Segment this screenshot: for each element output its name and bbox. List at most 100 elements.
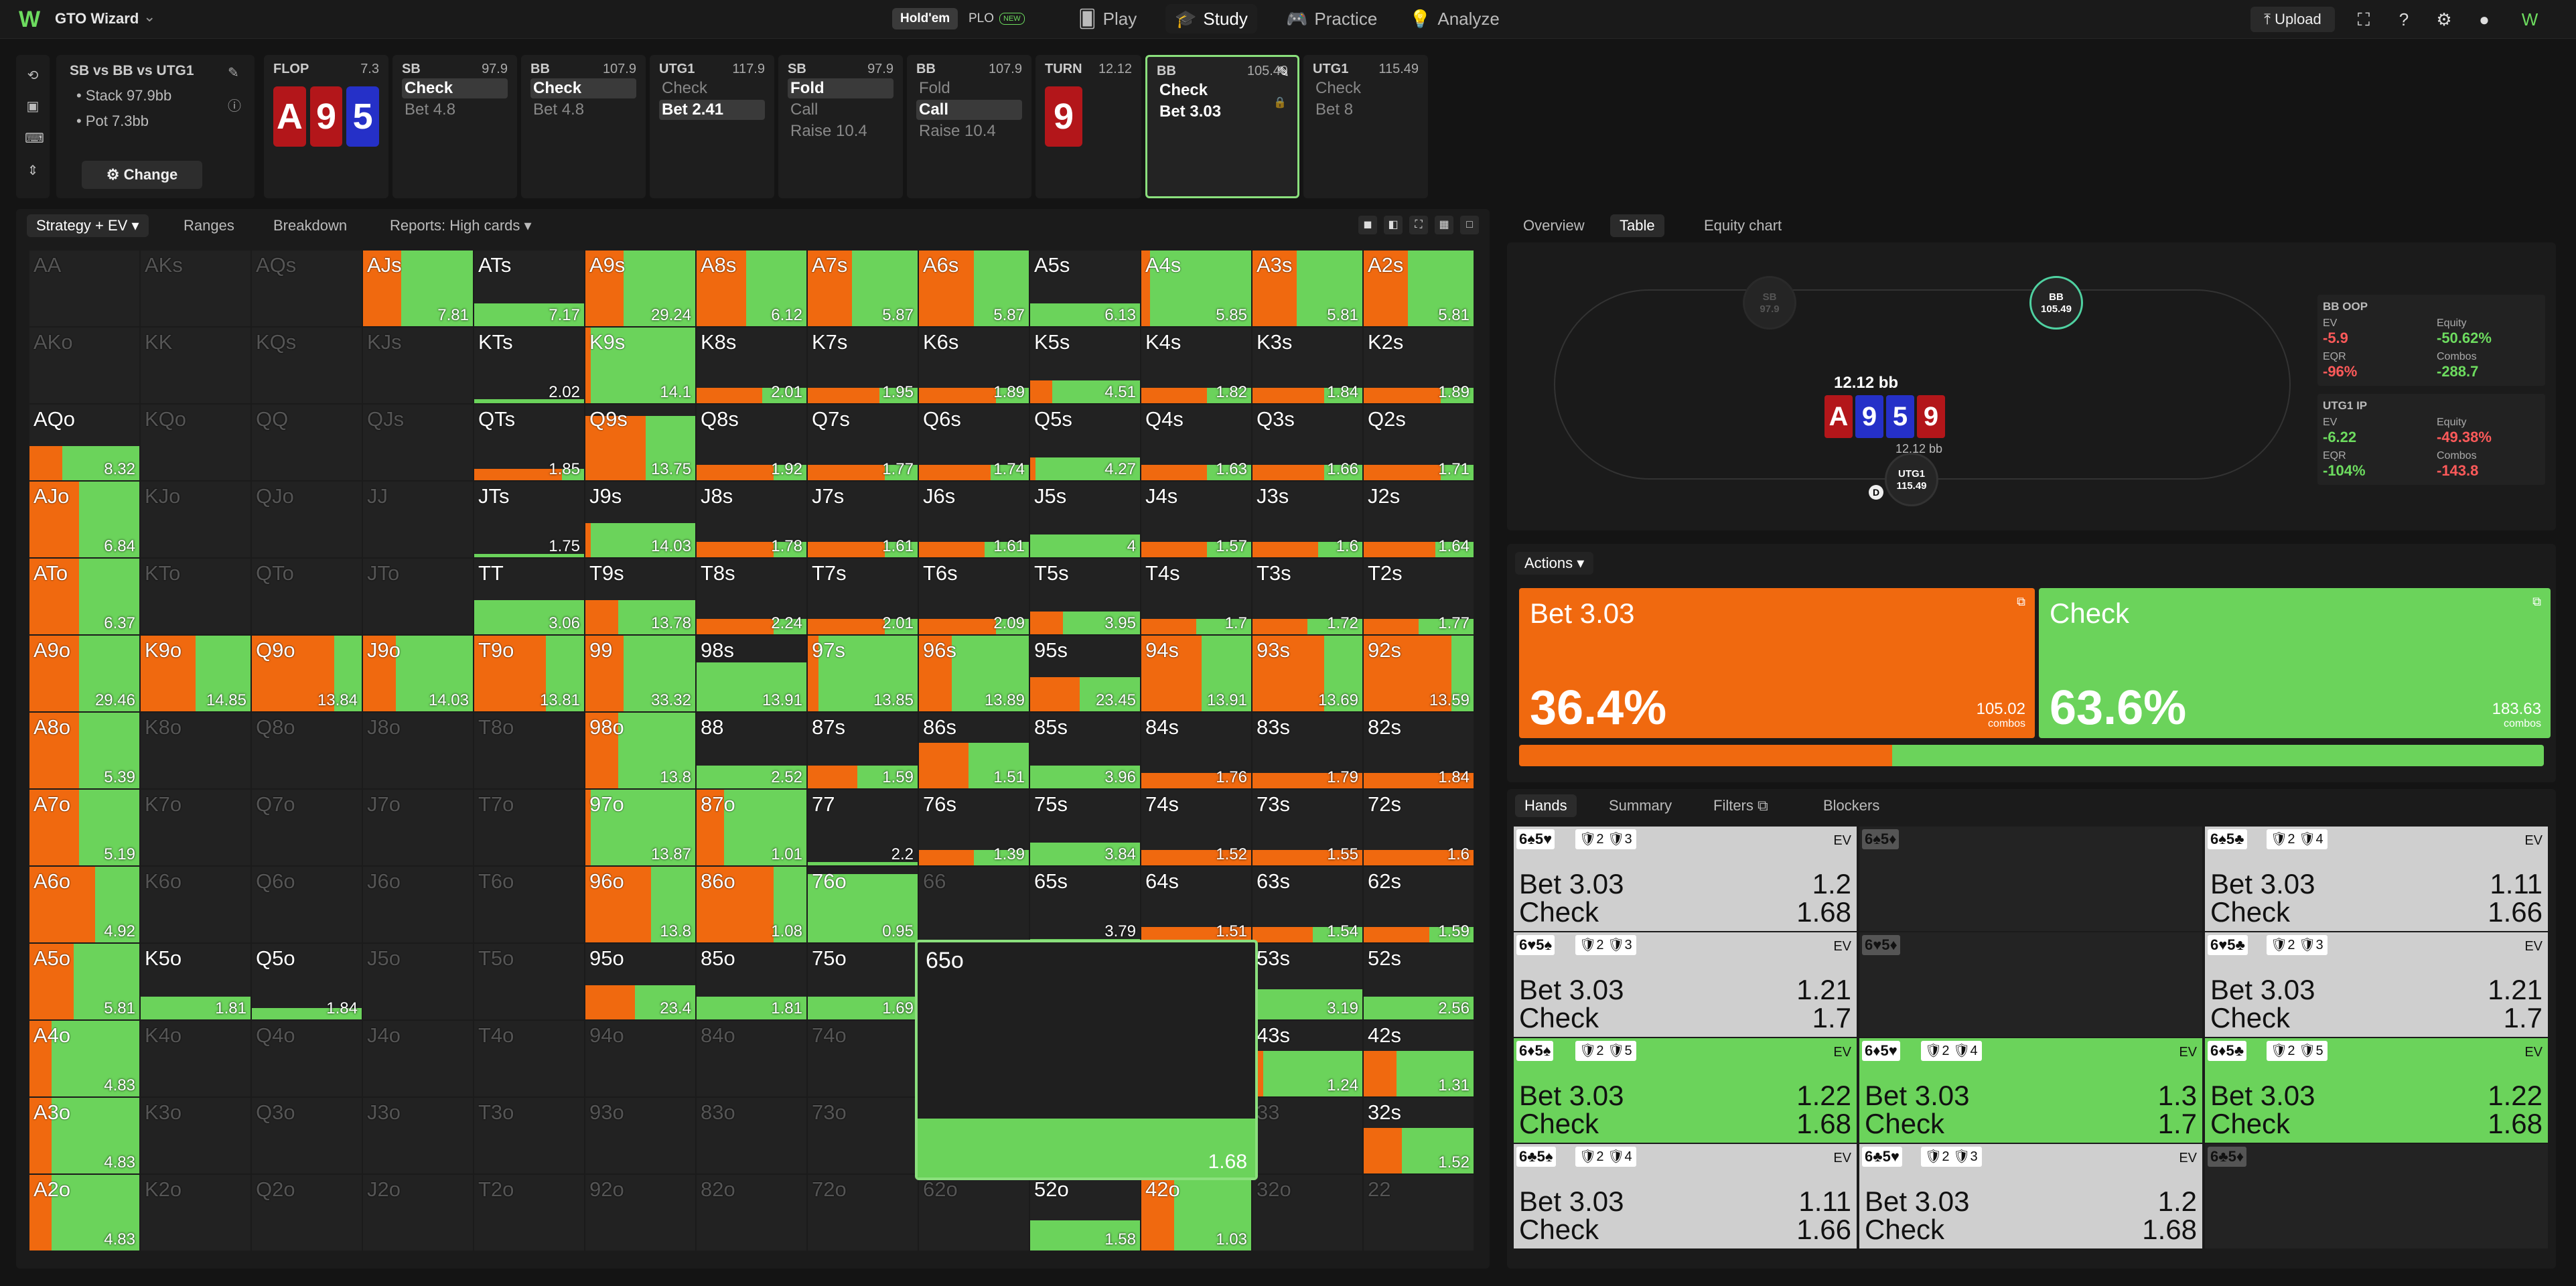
node-action[interactable]: Check [530, 78, 636, 98]
hand-cell-76s[interactable]: 1.39 76s [919, 790, 1029, 865]
hand-cell-tt[interactable]: 3.06 TT [474, 559, 584, 634]
tab-strategy-ev[interactable]: Strategy + EV ▾ [27, 214, 149, 237]
history-node-utg1[interactable]: UTG1 117.9 Check Bet 2.41 [650, 55, 774, 198]
info-icon[interactable]: ⓘ [228, 99, 241, 114]
hand-cell-77[interactable]: 2.2 77 [808, 790, 918, 865]
hand-cell-95s[interactable]: 23.45 95s [1030, 636, 1140, 711]
hand-cell-qjo[interactable]: QJo [252, 482, 362, 557]
hand-cell-83s[interactable]: 1.79 83s [1253, 713, 1362, 788]
lock-icon[interactable]: 🔒 [1273, 97, 1287, 109]
hand-cell-t6o[interactable]: T6o [474, 867, 584, 942]
hand-cell-94s[interactable]: 13.91 94s [1141, 636, 1251, 711]
history-node-utg1[interactable]: UTG1 115.49 Check Bet 8 [1303, 55, 1428, 198]
view-mode-5-icon[interactable]: □ [1460, 216, 1479, 234]
hand-cell-52s[interactable]: 2.56 52s [1364, 944, 1474, 1019]
hand-cell-73o[interactable]: 73o [808, 1098, 918, 1173]
gear-icon[interactable]: ⚙ [2436, 9, 2452, 29]
hand-cell-q5s[interactable]: 4.27 Q5s [1030, 405, 1140, 480]
hand-cell-42s[interactable]: 1.31 42s [1364, 1021, 1474, 1096]
tab-breakdown[interactable]: Breakdown [273, 217, 348, 234]
hand-cell-jto[interactable]: JTo [363, 559, 473, 634]
hand-combo-cell[interactable]: 6♠5♥ 🛡2 🛡3 EV Bet 3.03 1.2 Check 1.68 [1514, 827, 1857, 931]
hand-cell-92s[interactable]: 13.59 92s [1364, 636, 1474, 711]
hand-cell-aks[interactable]: AKs [141, 251, 251, 326]
hand-cell-a3o[interactable]: 4.83 A3o [29, 1098, 139, 1173]
hand-cell-a9s[interactable]: 29.24 A9s [585, 251, 695, 326]
tab-filters[interactable]: Filters ⧉ [1704, 794, 1778, 817]
hand-cell-q4s[interactable]: 1.63 Q4s [1141, 405, 1251, 480]
gamepad-icon[interactable]: ⌨ [25, 131, 44, 146]
hand-cell-k5s[interactable]: 4.51 K5s [1030, 328, 1140, 403]
hand-cell-j7o[interactable]: J7o [363, 790, 473, 865]
seat-bb[interactable]: BB 105.49 [2029, 276, 2083, 330]
hand-cell-93o[interactable]: 93o [585, 1098, 695, 1173]
hand-cell-qto[interactable]: QTo [252, 559, 362, 634]
hand-combo-cell[interactable]: 6♠5♣ 🛡2 🛡4 EV Bet 3.03 1.11 Check 1.66 [2205, 827, 2548, 931]
hand-cell-k3s[interactable]: 1.84 K3s [1253, 328, 1362, 403]
hand-cell-t4s[interactable]: 1.7 T4s [1141, 559, 1251, 634]
hand-cell-kqo[interactable]: KQo [141, 405, 251, 480]
hand-cell-j4s[interactable]: 1.57 J4s [1141, 482, 1251, 557]
hand-cell-k6o[interactable]: K6o [141, 867, 251, 942]
hand-cell-t9o[interactable]: 13.81 T9o [474, 636, 584, 711]
hand-cell-aa[interactable]: AA [29, 251, 139, 326]
holdem-button[interactable]: Hold'em [892, 8, 958, 29]
history-node-flop[interactable]: FLOP 7.3 A 9 5 [264, 55, 388, 198]
hand-cell-q7s[interactable]: 1.77 Q7s [808, 405, 918, 480]
hand-cell-qjs[interactable]: QJs [363, 405, 473, 480]
hand-cell-t3o[interactable]: T3o [474, 1098, 584, 1173]
hand-cell-75o[interactable]: 1.69 75o [808, 944, 918, 1019]
hand-cell-t2s[interactable]: 1.77 T2s [1364, 559, 1474, 634]
change-button[interactable]: ⚙ Change [82, 161, 202, 189]
node-action[interactable]: Bet 4.8 [533, 100, 585, 119]
nav-play[interactable]: 🂠 Play [1069, 4, 1146, 33]
hand-cell-k4o[interactable]: K4o [141, 1021, 251, 1096]
hand-combo-cell[interactable]: 6♥5♦ [1859, 932, 2202, 1037]
hand-combo-cell[interactable]: 6♣5♦ [2205, 1144, 2548, 1248]
hand-cell-82o[interactable]: 82o [697, 1175, 806, 1251]
hand-combo-cell[interactable]: 6♦5♥ 🛡2 🛡4 EV Bet 3.03 1.3 Check 1.7 [1859, 1038, 2202, 1143]
node-action[interactable]: Call [916, 100, 1022, 120]
hand-cell-t9s[interactable]: 13.78 T9s [585, 559, 695, 634]
hand-cell-k9o[interactable]: 14.85 K9o [141, 636, 251, 711]
history-node-sb[interactable]: SB 97.9 Fold Call Raise 10.4 [778, 55, 903, 198]
node-action[interactable]: Check [662, 79, 708, 97]
hand-cell-53s[interactable]: 3.19 53s [1253, 944, 1362, 1019]
hovered-hand-cell[interactable]: 65o 1.68 [915, 940, 1258, 1180]
history-node-bb[interactable]: BB 107.9 Fold Call Raise 10.4 [907, 55, 1031, 198]
hand-cell-76o[interactable]: 0.95 76o [808, 867, 918, 942]
hand-cell-k7s[interactable]: 1.95 K7s [808, 328, 918, 403]
hand-cell-qts[interactable]: 1.85 QTs [474, 405, 584, 480]
hand-cell-k2s[interactable]: 1.89 K2s [1364, 328, 1474, 403]
hand-cell-q9o[interactable]: 13.84 Q9o [252, 636, 362, 711]
hand-cell-ako[interactable]: AKo [29, 328, 139, 403]
hand-cell-a8o[interactable]: 5.39 A8o [29, 713, 139, 788]
hand-cell-63s[interactable]: 1.54 63s [1253, 867, 1362, 942]
hand-cell-j2s[interactable]: 1.64 J2s [1364, 482, 1474, 557]
hand-cell-k8o[interactable]: K8o [141, 713, 251, 788]
hand-cell-85o[interactable]: 1.81 85o [697, 944, 806, 1019]
hand-cell-t2o[interactable]: T2o [474, 1175, 584, 1251]
hand-cell-aqs[interactable]: AQs [252, 251, 362, 326]
hand-cell-92o[interactable]: 92o [585, 1175, 695, 1251]
hand-cell-k7o[interactable]: K7o [141, 790, 251, 865]
hand-cell-32s[interactable]: 1.52 32s [1364, 1098, 1474, 1173]
hand-combo-cell[interactable]: 6♥5♣ 🛡2 🛡3 EV Bet 3.03 1.21 Check 1.7 [2205, 932, 2548, 1037]
hand-cell-j3o[interactable]: J3o [363, 1098, 473, 1173]
hand-cell-73s[interactable]: 1.55 73s [1253, 790, 1362, 865]
expand-icon[interactable]: ⇕ [27, 163, 39, 178]
tab-overview[interactable]: Overview [1523, 217, 1585, 234]
seat-utg1[interactable]: UTG1 115.49 [1885, 453, 1938, 506]
hand-cell-k5o[interactable]: 1.81 K5o [141, 944, 251, 1019]
hand-cell-j8o[interactable]: J8o [363, 713, 473, 788]
nav-analyze[interactable]: 💡 Analyze [1400, 4, 1509, 33]
hand-cell-84s[interactable]: 1.76 84s [1141, 713, 1251, 788]
hand-cell-98o[interactable]: 13.8 98o [585, 713, 695, 788]
hand-cell-a7s[interactable]: 5.87 A7s [808, 251, 918, 326]
hand-cell-q6o[interactable]: Q6o [252, 867, 362, 942]
hand-cell-j7s[interactable]: 1.61 J7s [808, 482, 918, 557]
hand-cell-a5s[interactable]: 6.13 A5s [1030, 251, 1140, 326]
hand-cell-t5o[interactable]: T5o [474, 944, 584, 1019]
hand-cell-q5o[interactable]: 1.84 Q5o [252, 944, 362, 1019]
hand-cell-j4o[interactable]: J4o [363, 1021, 473, 1096]
